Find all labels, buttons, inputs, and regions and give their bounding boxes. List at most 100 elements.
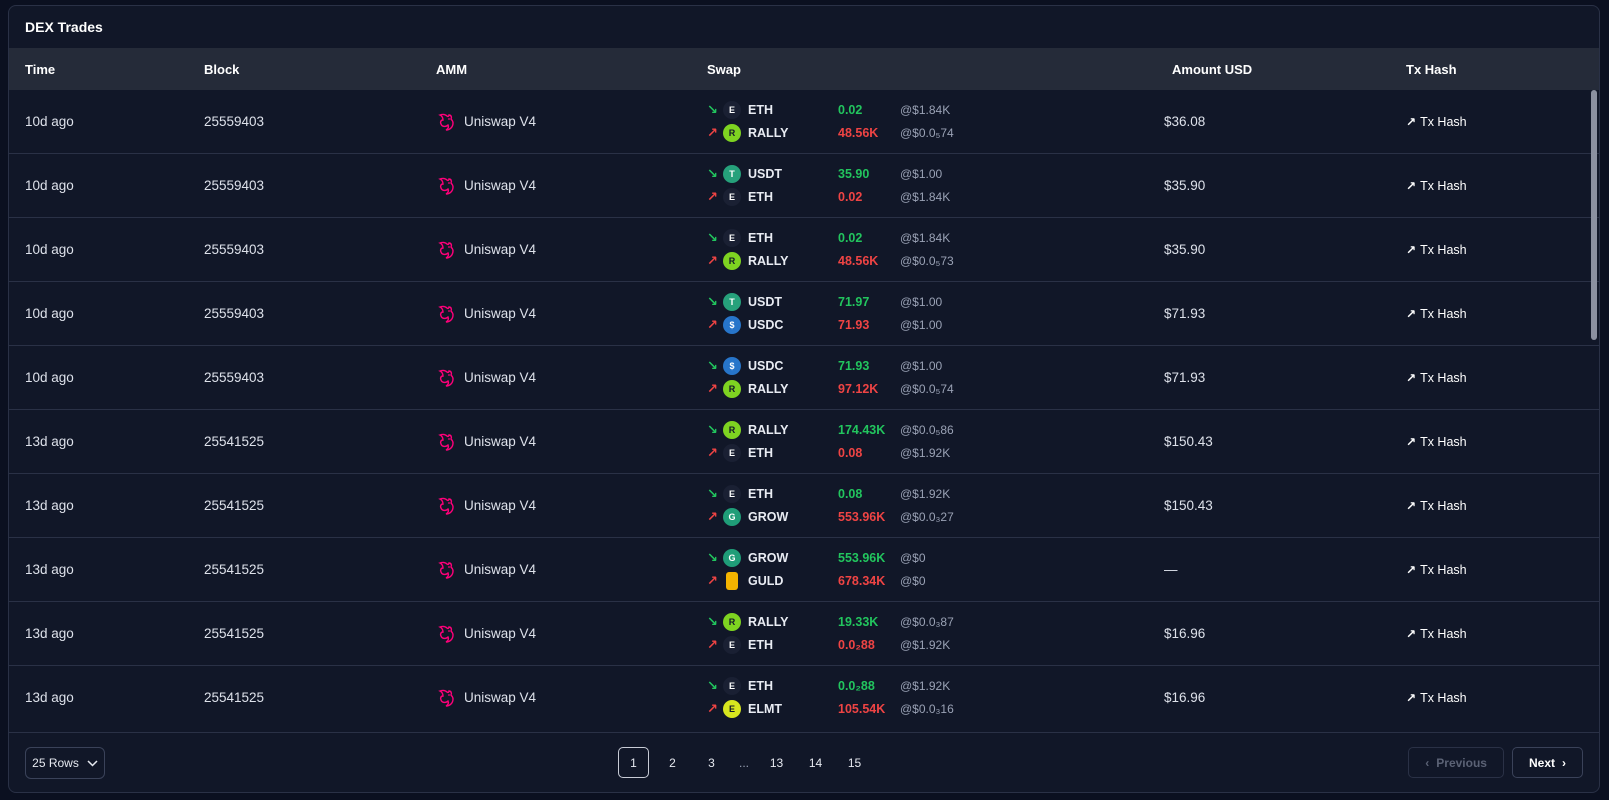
arrow-up-right-icon: ↗ xyxy=(707,253,718,268)
tx-hash-link[interactable]: ↗ Tx Hash xyxy=(1406,179,1599,193)
token-symbol[interactable]: ETH xyxy=(748,446,773,460)
block-cell[interactable]: 25559403 xyxy=(204,306,265,321)
block-cell[interactable]: 25541525 xyxy=(204,562,265,577)
token-symbol[interactable]: ETH xyxy=(748,679,773,693)
token-symbol[interactable]: ELMT xyxy=(748,702,783,716)
time-cell: 13d ago xyxy=(25,498,74,513)
tx-hash-link[interactable]: ↗ Tx Hash xyxy=(1406,115,1599,129)
arrow-down-right-icon: ↘ xyxy=(707,678,718,693)
block-cell[interactable]: 25559403 xyxy=(204,370,265,385)
chevron-down-icon xyxy=(87,756,98,770)
page-button-13[interactable]: 13 xyxy=(769,755,784,770)
eth-token-icon: E xyxy=(723,677,741,695)
token-symbol[interactable]: USDC xyxy=(748,359,784,373)
token-symbol[interactable]: ETH xyxy=(748,487,773,501)
token-symbol[interactable]: ETH xyxy=(748,103,773,117)
token-symbol[interactable]: GROW xyxy=(748,551,789,565)
tx-hash-link[interactable]: ↗ Tx Hash xyxy=(1406,627,1599,641)
amm-name: Uniswap V4 xyxy=(464,306,537,321)
uniswap-icon xyxy=(436,496,456,516)
tx-hash-link[interactable]: ↗ Tx Hash xyxy=(1406,691,1599,705)
token-amount: 553.96K xyxy=(838,551,886,565)
tx-hash-link[interactable]: ↗ Tx Hash xyxy=(1406,563,1599,577)
time-cell: 10d ago xyxy=(25,114,74,129)
swap-leg-out: ↗ G GROW 553.96K @$0.0₃27 xyxy=(707,508,1164,526)
previous-button[interactable]: ‹ Previous xyxy=(1408,747,1504,778)
tx-hash-link[interactable]: ↗ Tx Hash xyxy=(1406,371,1599,385)
uniswap-icon xyxy=(436,624,456,644)
token-symbol[interactable]: ETH xyxy=(748,638,773,652)
table-row: 10d ago 25559403 Uniswap V4 ↘ T USDT 71.97 @$1.… xyxy=(9,282,1599,346)
arrow-up-right-icon: ↗ xyxy=(707,573,718,588)
arrow-down-right-icon: ↘ xyxy=(707,166,718,181)
token-price: @$1.84K xyxy=(900,190,951,204)
token-symbol[interactable]: RALLY xyxy=(748,382,789,396)
token-symbol[interactable]: RALLY xyxy=(748,126,789,140)
token-symbol[interactable]: RALLY xyxy=(748,423,789,437)
token-symbol[interactable]: ETH xyxy=(748,231,773,245)
amount-usd-cell: $71.93 xyxy=(1164,370,1206,385)
uniswap-icon xyxy=(436,688,456,708)
tx-hash-label: Tx Hash xyxy=(1420,242,1467,257)
arrow-up-right-icon: ↗ xyxy=(707,637,718,652)
tx-hash-link[interactable]: ↗ Tx Hash xyxy=(1406,435,1599,449)
swap-leg-in: ↘ E ETH 0.08 @$1.92K xyxy=(707,485,1164,503)
token-price: @$0.0₅73 xyxy=(900,254,954,268)
tx-hash-cell: ↗ Tx Hash xyxy=(1406,243,1599,257)
block-cell[interactable]: 25559403 xyxy=(204,178,265,193)
page-button-3[interactable]: 3 xyxy=(708,755,715,770)
table-row: 10d ago 25559403 Uniswap V4 ↘ $ USDC 71.93 @$1.… xyxy=(9,346,1599,410)
amount-usd-cell: $71.93 xyxy=(1164,306,1206,321)
token-symbol[interactable]: RALLY xyxy=(748,254,789,268)
token-symbol[interactable]: GULD xyxy=(748,574,784,588)
swap-leg-out: ↗ E ETH 0.08 @$1.92K xyxy=(707,444,1164,462)
table-body[interactable]: 10d ago 25559403 Uniswap V4 ↘ E ETH 0.02 @$1.84… xyxy=(9,90,1599,726)
token-symbol[interactable]: ETH xyxy=(748,190,773,204)
block-cell[interactable]: 25559403 xyxy=(204,114,265,129)
block-cell[interactable]: 25559403 xyxy=(204,242,265,257)
page-button-15[interactable]: 15 xyxy=(847,755,862,770)
token-price: @$1.92K xyxy=(900,638,951,652)
table-row: 10d ago 25559403 Uniswap V4 ↘ E ETH 0.02 @$1.84… xyxy=(9,218,1599,282)
rally-token-icon: R xyxy=(723,252,741,270)
block-cell[interactable]: 25541525 xyxy=(204,498,265,513)
block-cell[interactable]: 25541525 xyxy=(204,434,265,449)
arrow-down-right-icon: ↘ xyxy=(707,614,718,629)
tx-hash-link[interactable]: ↗ Tx Hash xyxy=(1406,499,1599,513)
amm-name: Uniswap V4 xyxy=(464,690,537,705)
page-button-1[interactable]: 1 xyxy=(618,747,649,778)
page-button-14[interactable]: 14 xyxy=(808,755,823,770)
amm-cell: Uniswap V4 xyxy=(436,496,707,516)
swap-cell: ↘ E ETH 0.02 @$1.84K ↗ R RALLY 48.56K @$0.0₅74 xyxy=(707,101,1164,142)
token-symbol[interactable]: USDT xyxy=(748,167,783,181)
token-symbol[interactable]: RALLY xyxy=(748,615,789,629)
page-button-2[interactable]: 2 xyxy=(669,755,676,770)
tx-hash-label: Tx Hash xyxy=(1420,562,1467,577)
scrollbar[interactable] xyxy=(1591,90,1597,340)
external-link-icon: ↗ xyxy=(1406,178,1417,193)
usdc-token-icon: $ xyxy=(723,316,741,334)
token-amount: 48.56K xyxy=(838,254,879,268)
block-cell[interactable]: 25541525 xyxy=(204,690,265,705)
amm-name: Uniswap V4 xyxy=(464,626,537,641)
token-amount: 0.02 xyxy=(838,190,863,204)
chevron-right-icon: › xyxy=(1562,755,1566,770)
swap-leg-out: ↗ R RALLY 48.56K @$0.0₅74 xyxy=(707,124,1164,142)
token-symbol[interactable]: USDT xyxy=(748,295,783,309)
tx-hash-link[interactable]: ↗ Tx Hash xyxy=(1406,243,1599,257)
grow-token-icon: G xyxy=(723,549,741,567)
external-link-icon: ↗ xyxy=(1406,370,1417,385)
token-symbol[interactable]: GROW xyxy=(748,510,789,524)
tx-hash-label: Tx Hash xyxy=(1420,498,1467,513)
rows-per-page-select[interactable]: 25 Rows xyxy=(25,746,105,779)
amount-usd-cell: — xyxy=(1164,562,1178,577)
token-amount: 0.08 xyxy=(838,446,863,460)
token-amount: 35.90 xyxy=(838,167,870,181)
next-button[interactable]: Next › xyxy=(1511,747,1583,778)
block-cell[interactable]: 25541525 xyxy=(204,626,265,641)
token-price: @$0 xyxy=(900,551,926,565)
token-amount: 97.12K xyxy=(838,382,879,396)
token-symbol[interactable]: USDC xyxy=(748,318,784,332)
tx-hash-link[interactable]: ↗ Tx Hash xyxy=(1406,307,1599,321)
token-price: @$1.92K xyxy=(900,679,951,693)
